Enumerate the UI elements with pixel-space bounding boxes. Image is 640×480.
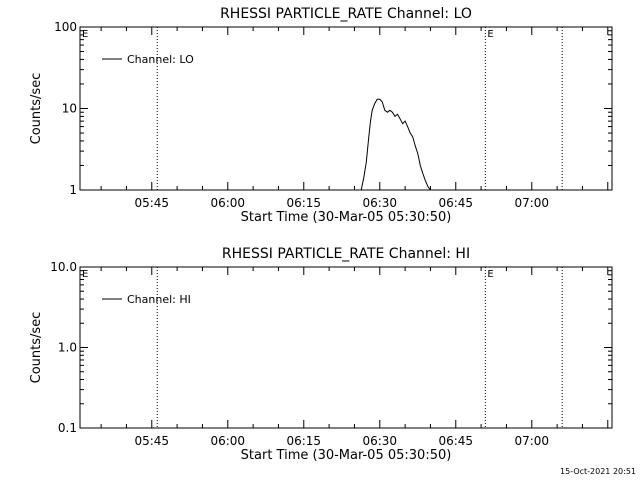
chart-1-edge-marker-label: E — [82, 29, 88, 40]
chart-2-x-axis-title: Start Time (30-Mar-05 05:30:50) — [241, 448, 452, 463]
chart-1-x-tick-label: 06:30 — [362, 196, 397, 210]
chart-2-y-axis-title: Counts/sec — [29, 312, 44, 384]
chart-2-panel: RHESSI PARTICLE_RATE Channel: HI 05:45 06:… — [29, 246, 613, 463]
chart-1-x-tick-label: 07:00 — [514, 196, 549, 210]
chart-1-series-line-1 — [360, 98, 431, 190]
chart-1-legend-label: Channel: LO — [127, 53, 194, 66]
chart-2-x-tick-label: 06:45 — [438, 434, 473, 448]
chart-1-y-tick-label: 1 — [69, 183, 77, 197]
chart-2-marker-label: E — [487, 269, 493, 280]
chart-2-edge-marker-label: E — [82, 269, 88, 280]
chart-1-y-axis-title: Counts/sec — [29, 73, 44, 145]
chart-1-marker-label: E — [487, 29, 493, 40]
chart-1-y-tick-label: 100 — [54, 20, 77, 34]
chart-1-y-tick-label: 10 — [62, 102, 77, 116]
chart-2-y-tick-label: 10.0 — [50, 260, 77, 274]
chart-2-x-tick-label: 06:00 — [210, 434, 245, 448]
chart-2-x-tick-label: 07:00 — [514, 434, 549, 448]
chart-1-x-tick-label: 06:00 — [210, 196, 245, 210]
chart-2-y-tick-label: 1.0 — [58, 341, 77, 355]
chart-2-legend-label: Channel: HI — [127, 293, 191, 306]
chart-1-x-tick-label: 06:15 — [286, 196, 321, 210]
chart-1-x-tick-label: 05:45 — [134, 196, 169, 210]
chart-1-title: RHESSI PARTICLE_RATE Channel: LO — [220, 6, 472, 22]
timestamp-footer: 15-Oct-2021 20:51 — [560, 467, 636, 476]
chart-2-x-tick-label: 05:45 — [134, 434, 169, 448]
chart-1-panel: RHESSI PARTICLE_RATE Channel: LO 05:45 06:… — [29, 6, 613, 225]
chart-panels: RHESSI PARTICLE_RATE Channel: LO 05:45 06:… — [29, 6, 613, 463]
chart-2-y-tick-label: 0.1 — [58, 421, 77, 435]
chart-2-x-tick-label: 06:15 — [286, 434, 321, 448]
chart-1-x-tick-label: 06:45 — [438, 196, 473, 210]
chart-2-title: RHESSI PARTICLE_RATE Channel: HI — [222, 246, 470, 262]
chart-1-x-axis-title: Start Time (30-Mar-05 05:30:50) — [241, 210, 452, 225]
chart-2-x-tick-label: 06:30 — [362, 434, 397, 448]
